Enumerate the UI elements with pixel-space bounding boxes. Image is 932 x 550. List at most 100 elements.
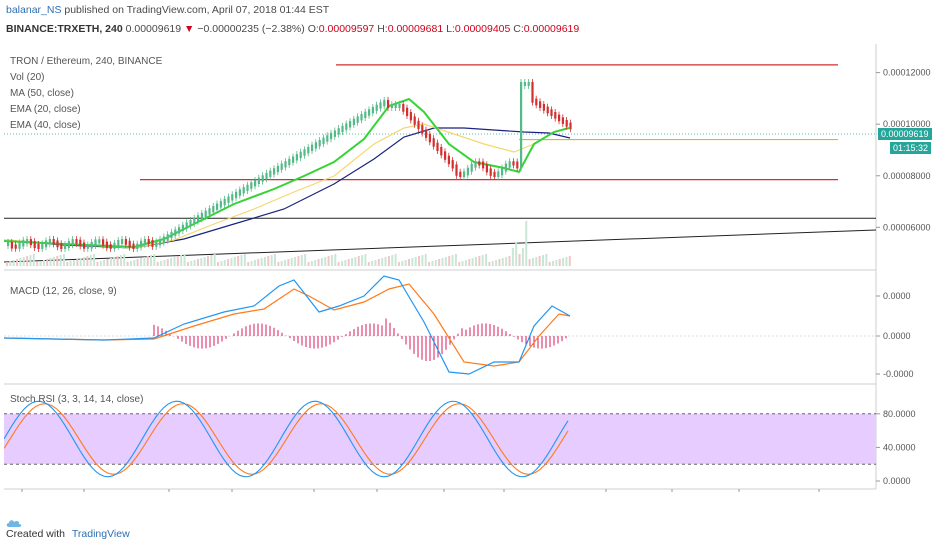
ohlc-bar: BINANCE:TRXETH, 240 0.00009619 ▼ −0.0000… [0,20,932,38]
candle-body [421,125,424,134]
candle-body [326,135,329,142]
volume-bar [508,256,511,266]
volume-bar [381,258,384,266]
candle-body [428,133,431,143]
candle-body [94,239,97,246]
candle-body [341,125,344,133]
volume-bar [86,256,89,266]
candle-body [216,203,219,210]
volume-bar [56,256,59,266]
volume-bar [531,258,534,266]
candle-body [250,182,253,189]
candle-body [121,239,124,245]
price-tick-label: 0.00012000 [883,68,931,78]
volume-bar [22,257,25,266]
candle-body [508,161,511,168]
candle-body [299,151,302,159]
candle-body [7,242,10,246]
legend-title: TRON / Ethereum, 240, BINANCE [10,56,163,67]
candle-body [364,111,367,119]
candle-body [208,208,211,215]
candle-body [117,240,120,247]
candle-body [269,170,272,177]
volume-bar [196,259,199,266]
candle-body [254,180,257,187]
publish-header: balanar_NS published on TradingView.com,… [0,0,932,20]
price-tick-label: 0.00006000 [883,222,931,232]
volume-bar [32,254,35,266]
macd-tick-label: -0.0000 [883,369,914,379]
candle-body [48,239,51,245]
volume-bar [267,256,270,266]
volume-bar [558,259,561,266]
candle-body [288,158,291,166]
volume-bar [210,255,213,266]
volume-bar [421,255,424,266]
volume-bar [475,257,477,266]
volume-bar [277,262,280,266]
volume-bar [562,258,565,266]
candle-body [83,242,86,249]
volume-bar [62,254,65,266]
volume-bar [357,256,360,266]
candle-body [398,104,401,108]
stoch-tick-label: 80.0000 [883,409,916,419]
volume-bar [176,256,179,266]
candle-body [455,164,458,176]
candle-body [257,177,260,184]
volume-bar [565,257,568,266]
tradingview-cloud-icon [6,520,22,527]
volume-bar [294,257,297,266]
volume-bar [491,261,494,266]
volume-bar [521,248,524,266]
volume-bar [307,262,310,266]
volume-bar [247,262,250,266]
chart-area[interactable]: 0.00012000 0.00010000 0.00008000 0.00006000… [4,44,932,492]
volume-bar [394,254,397,266]
stoch-band [4,413,876,465]
candle-body [383,99,386,107]
volume-bar [341,261,343,266]
tradingview-link[interactable]: TradingView [71,528,130,540]
volume-bar [237,256,240,266]
volume-bar [324,257,327,266]
candle-body [102,239,105,246]
open-label: O: [307,23,319,35]
stoch-tick-label: 0.0000 [883,476,911,486]
candle-body [390,104,393,108]
symbol-label: BINANCE:TRXETH, 240 [6,23,123,35]
candle-body [554,111,557,119]
candle-body [417,120,420,130]
volume-bar [103,260,106,266]
volume-bar [361,255,364,266]
change-value: −0.00000235 (−2.38%) [197,23,305,35]
candle-body [447,155,450,165]
candle-body [535,98,538,106]
candle-body [132,243,135,249]
chart-svg[interactable]: 0.00012000 0.00010000 0.00008000 0.00006000… [4,44,932,492]
volume-bar [96,262,99,266]
volume-bar [451,255,454,266]
author-link[interactable]: balanar_NS [6,4,62,16]
candle-body [322,137,325,144]
volume-bar [344,260,347,266]
volume-bar [160,261,163,266]
candle-body [292,156,295,163]
volume-bar [304,254,307,266]
candle-body [193,217,196,225]
ema40-line [4,127,571,249]
volume-bar [207,256,209,266]
open-value: 0.00009597 [318,23,375,35]
volume-bar [263,257,266,266]
volume-bar [495,260,498,266]
candle-body [143,239,146,245]
stoch-d-line [4,403,569,475]
candle-body [238,189,241,196]
candle-body [527,82,530,86]
close-label: C: [513,23,524,35]
candle-body [463,171,466,177]
volume-bar [12,260,15,266]
candle-body [246,184,249,192]
volume-bar [397,262,400,266]
volume-bar [367,262,370,266]
